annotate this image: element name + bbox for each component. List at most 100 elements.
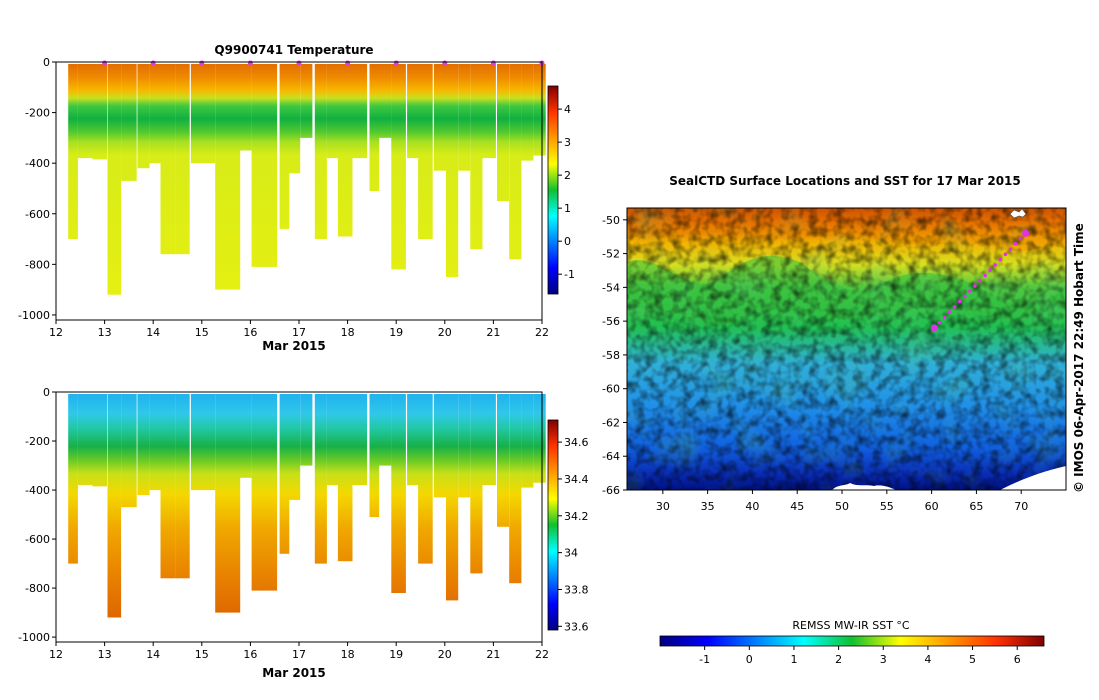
- sst-colorbar-tick-label: 3: [880, 653, 887, 666]
- profile-column: [137, 64, 150, 169]
- profile-column: [418, 394, 433, 564]
- profile-column: [226, 64, 241, 290]
- profile-column: [533, 64, 546, 156]
- y-tick-label: -600: [25, 208, 50, 221]
- x-tick-label: 14: [146, 326, 160, 339]
- profile-column: [190, 394, 204, 491]
- profile-column: [226, 394, 241, 613]
- profile-column: [279, 64, 290, 229]
- profile-column: [175, 394, 190, 579]
- profile-column: [160, 64, 176, 255]
- profile-column: [326, 64, 340, 159]
- temperature-title: Q9900741 Temperature: [214, 43, 373, 57]
- colorbar-tick-label: 34.2: [564, 510, 589, 523]
- track-point: [1008, 247, 1013, 251]
- x-tick-label: 12: [49, 326, 63, 339]
- colorbar-tick-label: 3: [564, 136, 571, 149]
- track-point: [1013, 242, 1018, 246]
- x-tick-label: 17: [292, 648, 306, 661]
- colorbar-tick-label: 34: [564, 547, 578, 560]
- seal-track: [930, 229, 1030, 332]
- temperature-colorbar-ticks: -1 0 1 2 3 4: [558, 103, 575, 281]
- x-tick-label: 19: [389, 648, 403, 661]
- colorbar-tick-label: 0: [564, 235, 571, 248]
- profile-column: [175, 64, 190, 255]
- lat-tick-label: -66: [602, 484, 620, 497]
- profile-column: [407, 64, 420, 159]
- profile-column: [149, 394, 162, 491]
- profile-column: [376, 64, 392, 138]
- colorbar-tick-label: 33.6: [564, 620, 589, 633]
- y-tick-label: 0: [43, 386, 50, 399]
- sst-colorbar-tick-label: 1: [790, 653, 797, 666]
- profile-column: [521, 394, 534, 488]
- track-point: [1018, 236, 1023, 241]
- surface-marker: [490, 60, 496, 66]
- lon-tick-label: 35: [701, 500, 715, 513]
- profile-column: [215, 64, 228, 290]
- profile-column: [107, 64, 122, 295]
- sst-colorbar-ticks: -1 0 1 2 3 4 5 6: [699, 646, 1021, 666]
- profile-column: [458, 64, 471, 171]
- surface-marker: [442, 60, 448, 66]
- colorbar-tick-label: 33.8: [564, 583, 589, 596]
- y-tick-label: -400: [25, 157, 50, 170]
- track-point: [973, 284, 977, 288]
- profile-column: [314, 64, 327, 239]
- track-point: [968, 289, 972, 293]
- track-point: [988, 268, 992, 272]
- surface-marker: [345, 60, 351, 66]
- salinity-x-axis: 12 13 14 15 16 17 18 19 20 21 22: [49, 642, 549, 661]
- profile-column: [407, 394, 420, 486]
- colorbar-tick-label: 34.4: [564, 473, 589, 486]
- temperature-panel: Q9900741 Temperature 0 -200 -400 -600 -800 -1…: [18, 43, 575, 353]
- lon-tick-label: 40: [745, 500, 759, 513]
- track-point: [947, 310, 952, 314]
- profile-column: [121, 394, 137, 508]
- profile-column: [239, 64, 252, 151]
- profile-column: [352, 394, 368, 486]
- x-tick-label: 21: [486, 326, 500, 339]
- sst-colorbar-tick-label: 5: [969, 653, 976, 666]
- sst-colorbar: [659, 635, 1045, 647]
- y-tick-label: 0: [43, 56, 50, 69]
- sst-map-panel: SealCTD Surface Locations and SST for 17…: [602, 174, 1086, 666]
- y-tick-label: -200: [25, 435, 50, 448]
- profile-column: [497, 64, 510, 202]
- y-tick-label: -1000: [18, 631, 50, 644]
- track-point: [1022, 229, 1030, 237]
- profile-column: [446, 64, 459, 277]
- colorbar-tick-label: 34.6: [564, 436, 589, 449]
- lon-tick-label: 60: [925, 500, 939, 513]
- surface-marker: [199, 60, 205, 66]
- profile-column: [68, 394, 78, 564]
- track-point: [963, 294, 967, 299]
- track-point: [998, 257, 1003, 262]
- temperature-profiles: [68, 64, 546, 295]
- lat-tick-label: -54: [602, 281, 620, 294]
- x-tick-label: 14: [146, 648, 160, 661]
- lat-tick-label: -52: [602, 248, 620, 261]
- profile-column: [121, 64, 137, 181]
- x-tick-label: 20: [438, 648, 452, 661]
- x-tick-label: 22: [535, 648, 549, 661]
- profile-column: [300, 394, 313, 466]
- salinity-profiles: [68, 394, 546, 618]
- colorbar-tick-label: 2: [564, 169, 571, 182]
- antarctic-land-east: [1000, 466, 1066, 490]
- x-tick-label: 12: [49, 648, 63, 661]
- y-tick-label: -1000: [18, 309, 50, 322]
- profile-column: [262, 64, 278, 267]
- x-tick-label: 18: [341, 648, 355, 661]
- profile-column: [391, 64, 406, 270]
- profile-column: [203, 64, 216, 164]
- profile-column: [160, 394, 176, 579]
- x-tick-label: 21: [486, 648, 500, 661]
- lon-tick-label: 45: [790, 500, 804, 513]
- y-tick-label: -200: [25, 107, 50, 120]
- track-point: [978, 278, 982, 283]
- lat-tick-label: -60: [602, 383, 620, 396]
- salinity-panel: 0 -200 -400 -600 -800 -1000 12 13 14 15 16 17 18 19 2…: [18, 386, 588, 680]
- x-tick-label: 19: [389, 326, 403, 339]
- profile-column: [369, 64, 380, 191]
